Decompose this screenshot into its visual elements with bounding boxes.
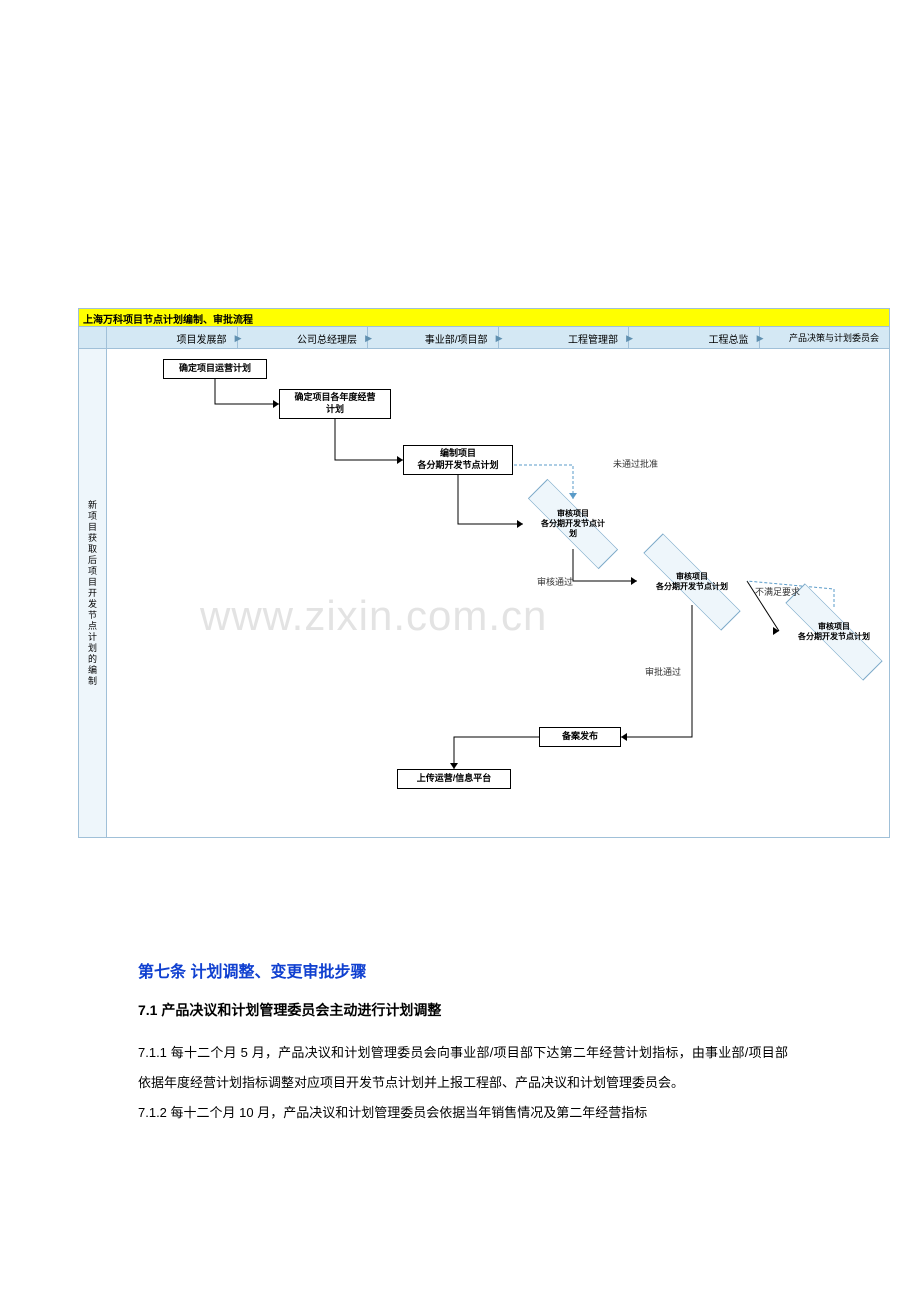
node-n5: 上传运营/信息平台 [397,769,511,789]
col-1: 公司总经理层▶ [238,327,369,348]
edge-label-e2: 审核通过 [537,575,573,588]
node-d3: 审核项目各分期开发节点计划 [779,607,889,657]
edge-label-e3: 不满足要求 [755,585,800,598]
node-n3: 编制项目各分期开发节点计划 [403,445,513,475]
flowchart: 上海万科项目节点计划编制、审批流程 项目发展部▶ 公司总经理层▶ 事业部/项目部… [78,308,890,838]
col-4: 工程总监▶ [629,327,760,348]
col-3: 工程管理部▶ [499,327,630,348]
col-5: 产品决策与计划委员会 [760,327,890,348]
flowchart-canvas: 确定项目运营计划确定项目各年度经营计划编制项目各分期开发节点计划审核项目各分期开… [107,349,889,837]
node-n2: 确定项目各年度经营计划 [279,389,391,419]
node-d1: 审核项目各分期开发节点计划 [523,499,623,549]
node-n4: 备案发布 [539,727,621,747]
para-7-1-1: 7.1.1 每十二个月 5 月，产品决议和计划管理委员会向事业部/项目部下达第二… [138,1038,788,1098]
col-0: 项目发展部▶ [107,327,238,348]
edge-label-e1: 未通过批准 [613,457,658,470]
heading-7-1: 7.1 产品决议和计划管理委员会主动进行计划调整 [138,1000,788,1020]
heading-article-7: 第七条 计划调整、变更审批步骤 [138,958,788,982]
swimlane-header: 项目发展部▶ 公司总经理层▶ 事业部/项目部▶ 工程管理部▶ 工程总监▶ 产品决… [79,327,889,349]
flowchart-title: 上海万科项目节点计划编制、审批流程 [79,309,889,327]
node-n1: 确定项目运营计划 [163,359,267,379]
para-7-1-2: 7.1.2 每十二个月 10 月，产品决议和计划管理委员会依据当年销售情况及第二… [138,1098,788,1128]
row-label: 新项目获取后项目开发节点计划的编制 [79,349,107,837]
node-d2: 审核项目各分期开发节点计划 [637,557,747,607]
col-2: 事业部/项目部▶ [368,327,499,348]
edge-label-e4: 审批通过 [645,665,681,678]
document-text: 第七条 计划调整、变更审批步骤 7.1 产品决议和计划管理委员会主动进行计划调整… [138,958,788,1128]
